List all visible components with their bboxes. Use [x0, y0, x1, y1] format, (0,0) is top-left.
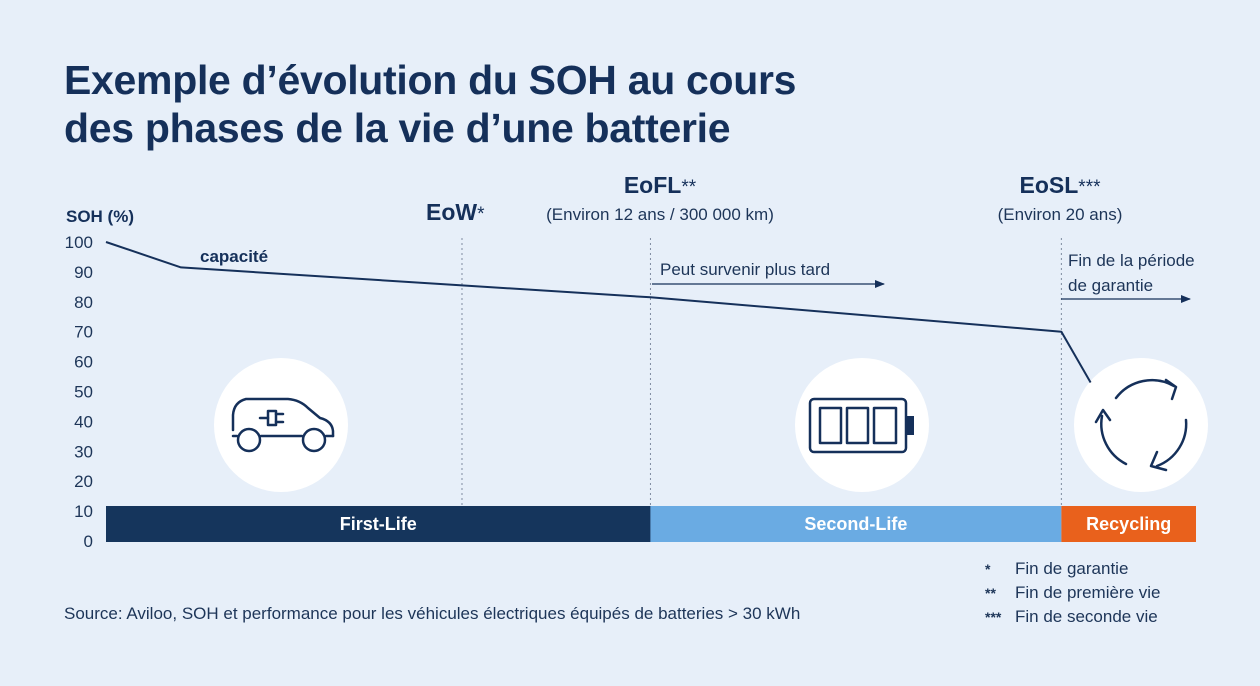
milestones: EoW* EoFL** (Environ 12 ans / 300 000 km) E… [426, 172, 1122, 505]
annotation-text: Fin de la période [1068, 251, 1195, 270]
y-tick-label: 100 [65, 233, 93, 252]
series-line [105, 241, 1092, 383]
milestone-label: EoFL** [624, 172, 697, 198]
milestone-label: EoW* [426, 199, 485, 225]
electric-car-icon-circle [214, 358, 348, 492]
annotation-text: de garantie [1068, 276, 1153, 295]
footnote-1: * Fin de garantie [985, 557, 1161, 581]
phase-bars: First-Life Second-Life Recycling [106, 506, 1196, 542]
title-line-2: des phases de la vie d’une batterie [64, 105, 731, 151]
y-tick-label: 20 [74, 472, 93, 491]
footnote-text: Fin de première vie [1015, 583, 1161, 602]
recycle-icon-circle [1074, 358, 1208, 492]
footnote-mark: * [985, 561, 991, 577]
footnote-mark: ** [985, 585, 996, 601]
footnote-2: ** Fin de première vie [985, 581, 1161, 605]
series-lines: capacité [105, 241, 1092, 383]
y-tick-label: 40 [74, 412, 93, 431]
phase-bar [1061, 506, 1196, 542]
y-tick-label: 50 [74, 383, 93, 402]
series-label: capacité [200, 247, 268, 266]
phase-label: Recycling [1086, 514, 1171, 534]
battery-icon-circle [795, 358, 929, 492]
footnote-mark: *** [985, 609, 1002, 625]
annotations: Peut survenir plus tard Fin de la période… [652, 251, 1195, 303]
y-tick-label: 10 [74, 502, 93, 521]
phase-label: First-Life [340, 514, 417, 534]
phase-bar [106, 506, 651, 542]
footnote-3: *** Fin de seconde vie [985, 605, 1161, 629]
footnotes: * Fin de garantie ** Fin de première vie… [985, 557, 1161, 629]
chart-title: Exemple d’évolution du SOH au cours des … [64, 56, 796, 152]
y-tick-label: 70 [74, 323, 93, 342]
phase-bar [650, 506, 1062, 542]
y-tick-label: 0 [84, 532, 93, 551]
y-axis-label: SOH (%) [66, 207, 134, 226]
phase-icons [214, 358, 1208, 492]
footnote-text: Fin de seconde vie [1015, 607, 1158, 626]
phase-label: Second-Life [804, 514, 907, 534]
y-tick-label: 30 [74, 442, 93, 461]
title-line-1: Exemple d’évolution du SOH au cours [64, 57, 797, 103]
y-tick-label: 80 [74, 293, 93, 312]
y-tick-label: 90 [74, 263, 93, 282]
recycle-icon [1094, 378, 1188, 472]
y-tick-label: 60 [74, 353, 93, 372]
milestone-note: (Environ 20 ans) [998, 205, 1123, 224]
electric-car-icon [231, 397, 335, 453]
annotation-text: Peut survenir plus tard [660, 260, 830, 279]
milestone-label: EoSL*** [1020, 172, 1102, 198]
milestone-note: (Environ 12 ans / 300 000 km) [546, 205, 774, 224]
battery-icon [808, 397, 914, 454]
y-axis-ticks: 0 10 20 30 40 50 60 70 80 90 100 [65, 233, 93, 551]
footnote-text: Fin de garantie [1015, 559, 1129, 578]
source-note: Source: Aviloo, SOH et performance pour … [64, 604, 801, 623]
